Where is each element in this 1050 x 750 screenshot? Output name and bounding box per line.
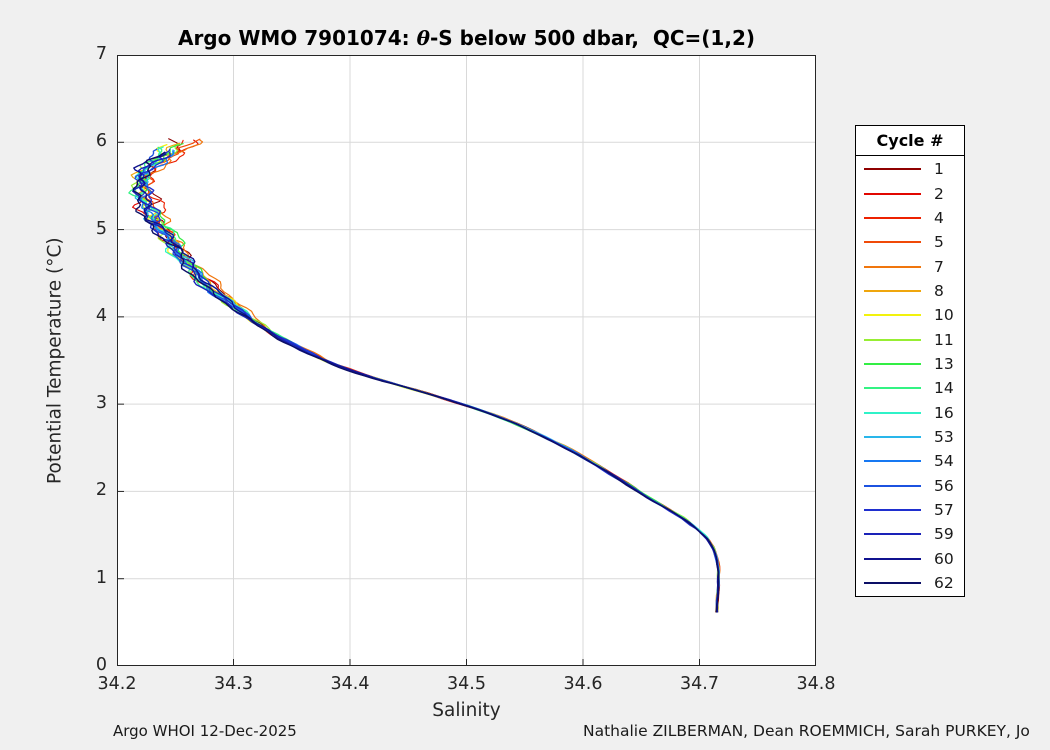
legend-line-sample <box>864 289 921 292</box>
legend-item-cycle-2: 2 <box>856 181 964 205</box>
legend-line-sample <box>864 362 921 365</box>
y-tick-label: 7 <box>95 44 107 64</box>
y-tick-label: 3 <box>95 393 107 414</box>
y-tick-label: 6 <box>95 131 107 152</box>
legend-label: 16 <box>934 403 954 422</box>
x-tick-label: 34.5 <box>447 674 486 694</box>
x-tick-label: 34.8 <box>796 674 836 694</box>
legend-item-cycle-13: 13 <box>856 352 964 376</box>
legend-line-sample <box>864 484 921 487</box>
legend-label: 4 <box>934 208 944 227</box>
legend-line-sample <box>864 533 921 536</box>
legend-item-cycle-11: 11 <box>856 327 964 351</box>
footer-credit-right: Nathalie ZILBERMAN, Dean ROEMMICH, Sarah… <box>583 722 1030 740</box>
x-tick-label: 34.7 <box>680 674 719 694</box>
plot-title-prefix: Argo WMO 7901074: <box>177 26 417 50</box>
y-tick-label: 5 <box>95 218 107 239</box>
legend-item-cycle-5: 5 <box>856 230 964 254</box>
legend-label: 57 <box>934 500 954 519</box>
legend-label: 60 <box>934 549 954 568</box>
legend-items: 1 2 4 5 7 8 10 11 13 14 16 53 54 56 57 59 60 62 <box>856 156 964 595</box>
legend-item-cycle-7: 7 <box>856 254 964 278</box>
legend-title: Cycle # <box>856 126 964 156</box>
legend-line-sample <box>864 557 921 560</box>
plot-title: Argo WMO 7901074: θ-S below 500 dbar, QC… <box>117 26 816 50</box>
legend-label: 8 <box>934 281 944 300</box>
legend-line-sample <box>864 216 921 219</box>
legend-item-cycle-53: 53 <box>856 425 964 449</box>
footer-credit-left: Argo WHOI 12-Dec-2025 <box>113 722 297 740</box>
legend-label: 7 <box>934 257 944 276</box>
legend-line-sample <box>864 582 921 585</box>
legend-label: 1 <box>934 160 944 179</box>
legend-line-sample <box>864 508 921 511</box>
legend-line-sample <box>864 265 921 268</box>
legend-label: 10 <box>934 306 954 325</box>
series-path-cycle-62 <box>132 151 720 613</box>
legend-label: 13 <box>934 354 954 373</box>
legend-item-cycle-8: 8 <box>856 279 964 303</box>
legend-label: 14 <box>934 379 954 398</box>
y-tick-label: 2 <box>95 480 107 501</box>
y-tick-label: 1 <box>95 567 107 588</box>
legend-label: 59 <box>934 525 954 544</box>
legend-label: 62 <box>934 574 954 593</box>
x-tick-label: 34.2 <box>97 674 137 694</box>
legend-line-sample <box>864 387 921 390</box>
legend-label: 54 <box>934 452 954 471</box>
legend-line-sample <box>864 435 921 438</box>
legend-line-sample <box>864 460 921 463</box>
legend-item-cycle-14: 14 <box>856 376 964 400</box>
x-tick-label: 34.3 <box>214 674 253 694</box>
legend-line-sample <box>864 192 921 195</box>
legend-item-cycle-59: 59 <box>856 522 964 546</box>
legend-item-cycle-56: 56 <box>856 473 964 497</box>
legend-item-cycle-60: 60 <box>856 547 964 571</box>
x-tick-label: 34.4 <box>330 674 370 694</box>
legend-label: 2 <box>934 184 944 203</box>
legend-line-sample <box>864 411 921 414</box>
legend-item-cycle-54: 54 <box>856 449 964 473</box>
legend-item-cycle-16: 16 <box>856 400 964 424</box>
legend-item-cycle-1: 1 <box>856 157 964 181</box>
y-tick-label: 0 <box>95 655 107 675</box>
legend-line-sample <box>864 338 921 341</box>
y-tick-label: 4 <box>95 305 107 326</box>
legend-item-cycle-62: 62 <box>856 571 964 595</box>
theta-symbol: θ <box>416 26 430 50</box>
legend-label: 56 <box>934 476 954 495</box>
legend-line-sample <box>864 241 921 244</box>
legend-label: 5 <box>934 233 944 252</box>
series-path-cycle-57 <box>138 148 720 613</box>
legend-line-sample <box>864 314 921 317</box>
legend-line-sample <box>864 168 921 171</box>
plot-title-suffix: -S below 500 dbar, QC=(1,2) <box>429 26 756 50</box>
legend-box: Cycle # 1 2 4 5 7 8 10 11 13 14 16 53 54 56 57 59 60 62 <box>855 125 965 597</box>
legend-label: 53 <box>934 427 954 446</box>
x-axis-label: Salinity <box>432 700 501 721</box>
legend-label: 11 <box>934 330 954 349</box>
legend-item-cycle-57: 57 <box>856 498 964 522</box>
legend-item-cycle-10: 10 <box>856 303 964 327</box>
plot-svg <box>117 55 816 666</box>
legend-item-cycle-4: 4 <box>856 206 964 230</box>
x-tick-label: 34.6 <box>563 674 603 694</box>
